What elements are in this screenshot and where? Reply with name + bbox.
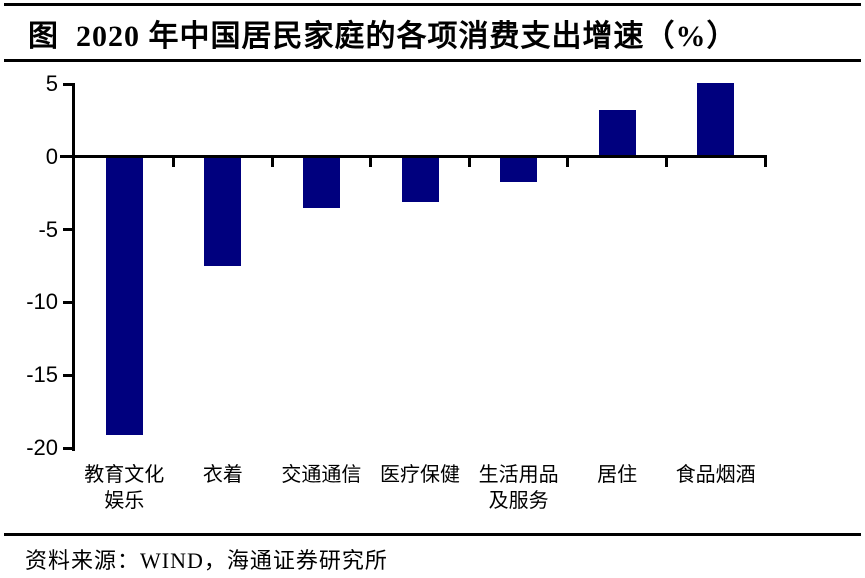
y-axis-tick (63, 300, 75, 304)
bar-生活用品及服务 (500, 156, 538, 182)
x-category-label-生活用品及服务: 生活用品 及服务 (478, 464, 559, 512)
x-category-label-衣着: 衣着 (202, 464, 243, 486)
x-axis-tick (664, 155, 668, 168)
x-category-label-医疗保健: 医疗保健 (380, 464, 460, 486)
y-axis-tick-label: -15 (26, 362, 58, 388)
source-divider-rule (4, 533, 861, 536)
y-axis-tick (63, 82, 75, 86)
y-axis-tick-label: 0 (45, 143, 58, 169)
bar-居住 (598, 110, 636, 157)
bar-食品烟酒 (697, 82, 735, 157)
y-axis-line (72, 84, 75, 451)
x-category-label-教育文化娱乐: 教育文化 娱乐 (84, 464, 165, 512)
bar-医疗保健 (401, 156, 439, 202)
bar-交通通信 (302, 156, 340, 208)
source-note: 资料来源：WIND，海通证券研究所 (25, 548, 388, 573)
x-axis-tick (566, 155, 570, 168)
figure-title: 图 2020 年中国居民家庭的各项消费支出增速（%） (28, 20, 738, 53)
y-axis-tick-label: -5 (38, 216, 58, 242)
x-category-label-交通通信: 交通通信 (281, 464, 362, 486)
y-axis-tick (63, 446, 75, 450)
x-axis-tick (467, 155, 471, 168)
y-axis-tick-label: 5 (45, 71, 58, 96)
y-axis-tick (63, 228, 75, 232)
x-axis-tick (172, 155, 176, 168)
y-axis-tick-label: -20 (26, 435, 58, 460)
x-axis-tick (763, 155, 767, 168)
y-axis-tick-label: -10 (26, 289, 58, 315)
x-axis-tick (270, 155, 274, 168)
x-axis-tick (369, 155, 373, 168)
x-category-label-食品烟酒: 食品烟酒 (675, 464, 756, 486)
bar-衣着 (204, 156, 242, 266)
title-divider-rule (4, 59, 861, 62)
x-category-label-居住: 居住 (597, 464, 638, 486)
x-axis-line (60, 155, 767, 159)
y-axis-tick (63, 373, 75, 377)
bar-教育文化娱乐 (105, 156, 143, 435)
top-border-rule (4, 3, 861, 6)
